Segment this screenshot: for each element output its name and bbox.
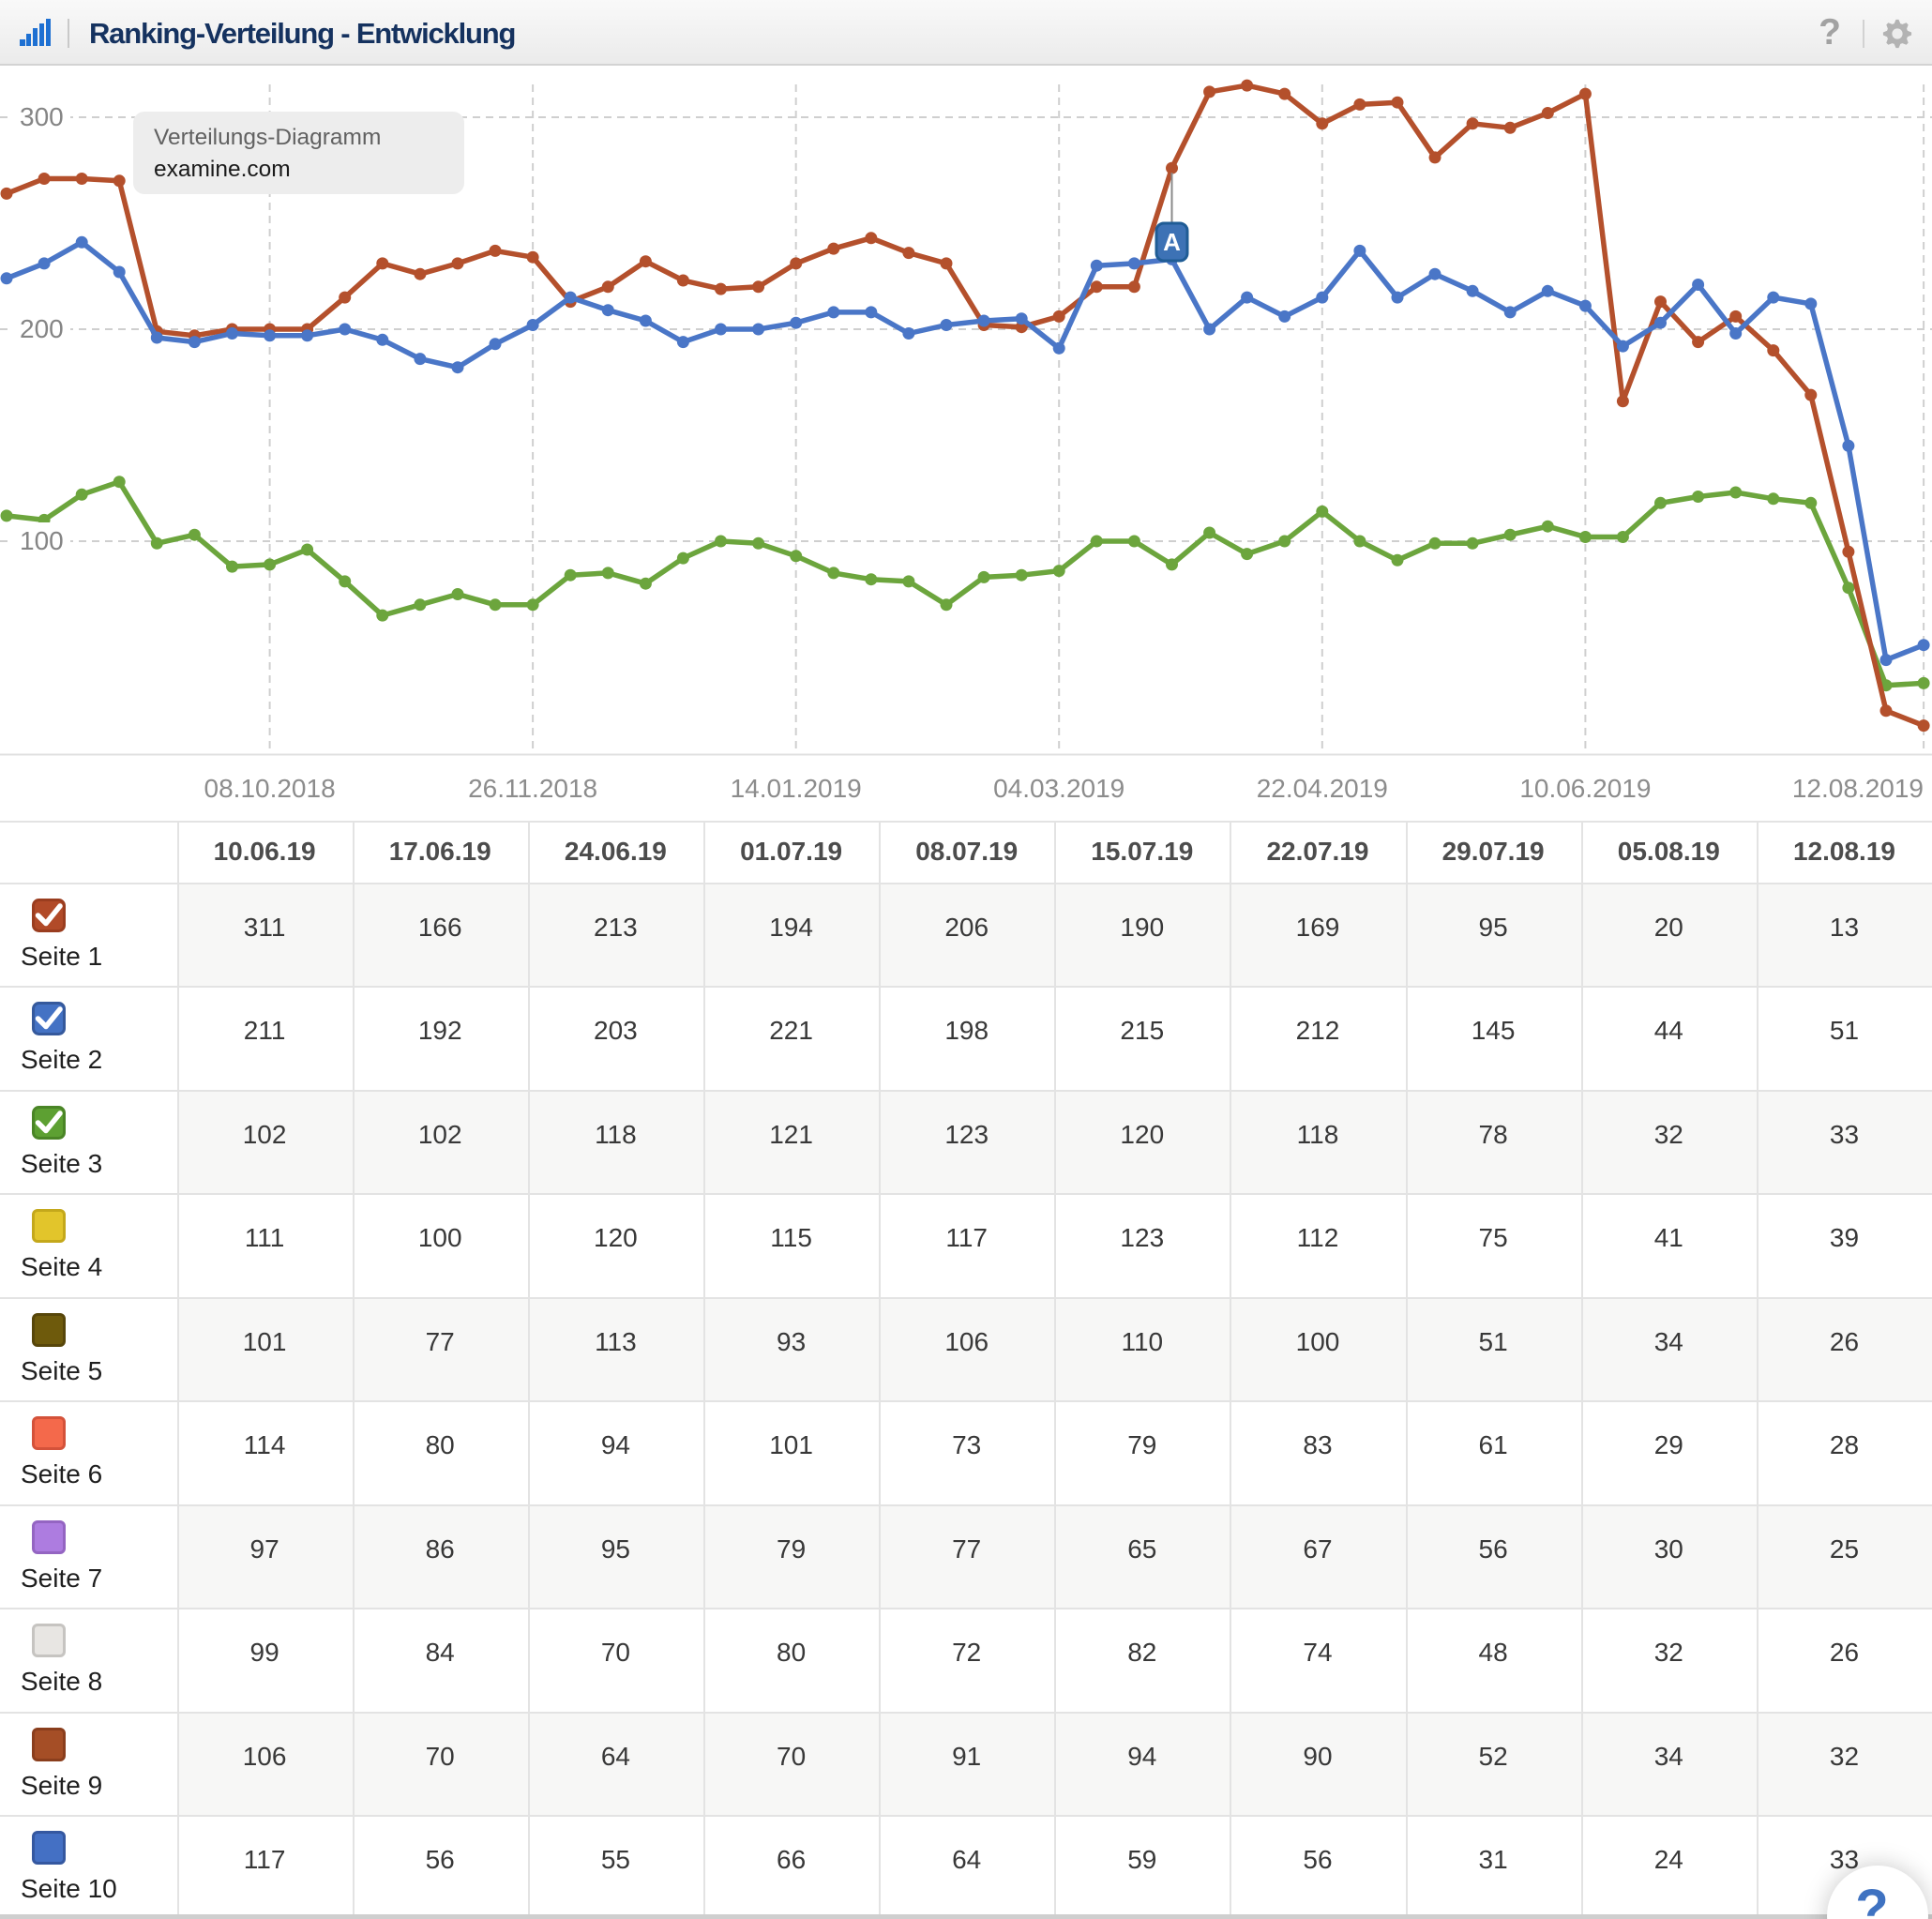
svg-text:A: A xyxy=(1163,228,1181,256)
